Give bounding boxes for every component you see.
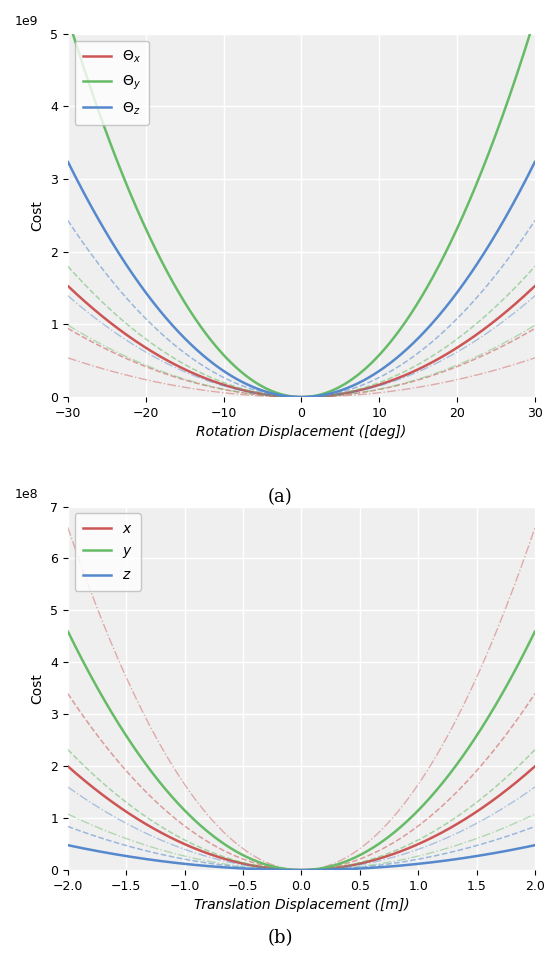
Y-axis label: Cost: Cost [30,673,44,704]
Legend: $\Theta_x$, $\Theta_y$, $\Theta_z$: $\Theta_x$, $\Theta_y$, $\Theta_z$ [74,41,149,125]
X-axis label: Rotation Displacement ([deg]): Rotation Displacement ([deg]) [197,425,407,440]
Text: 1e9: 1e9 [15,15,39,28]
Y-axis label: Cost: Cost [30,200,44,231]
Text: (b): (b) [267,928,293,947]
X-axis label: Translation Displacement ([m]): Translation Displacement ([m]) [194,898,409,912]
Text: 1e8: 1e8 [15,488,39,501]
Text: (a): (a) [268,488,292,506]
Legend: $x$, $y$, $z$: $x$, $y$, $z$ [74,514,141,591]
